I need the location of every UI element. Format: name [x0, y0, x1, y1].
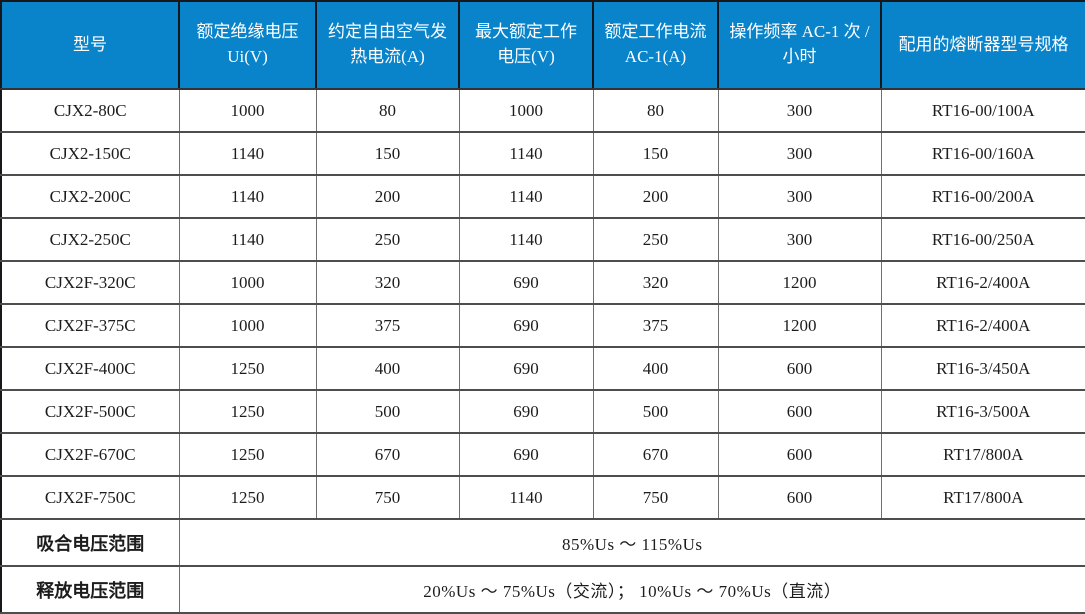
- cell-value: 80: [592, 88, 719, 133]
- cell-value: RT16-00/160A: [880, 131, 1085, 176]
- table-body: CJX2-80C 1000 80 1000 80 300 RT16-00/100A CJX2-…: [0, 88, 1085, 520]
- cell-value: 300: [717, 174, 882, 219]
- cell-value: 200: [315, 174, 460, 219]
- cell-value: RT16-2/400A: [880, 260, 1085, 305]
- footer-value-pickup-voltage: 85%Us ～ 115%Us: [178, 518, 1085, 567]
- cell-value: 670: [315, 432, 460, 477]
- col-header-rated-working-current: 额定工作电流 AC-1(A): [592, 1, 719, 90]
- cell-value: 250: [315, 217, 460, 262]
- table-row: CJX2-150C 1140 150 1140 150 300 RT16-00/160A: [0, 131, 1085, 176]
- table-row: CJX2F-375C 1000 375 690 375 1200 RT16-2/400A: [0, 303, 1085, 348]
- cell-value: 150: [315, 131, 460, 176]
- cell-value: 750: [592, 475, 719, 520]
- cell-model: CJX2-80C: [0, 88, 180, 133]
- footer-value-release-voltage: 20%Us ～ 75%Us（交流）； 10%Us ～ 70%Us（直流）: [178, 565, 1085, 614]
- footer-row-release-voltage: 释放电压范围 20%Us ～ 75%Us（交流）； 10%Us ～ 70%Us（…: [0, 565, 1085, 614]
- table-row: CJX2F-670C 1250 670 690 670 600 RT17/800A: [0, 432, 1085, 477]
- cell-value: 1140: [458, 131, 594, 176]
- cell-value: RT16-00/200A: [880, 174, 1085, 219]
- table-row: CJX2-200C 1140 200 1140 200 300 RT16-00/200A: [0, 174, 1085, 219]
- cell-value: RT16-00/250A: [880, 217, 1085, 262]
- cell-value: 250: [592, 217, 719, 262]
- cell-value: 300: [717, 131, 882, 176]
- cell-value: 300: [717, 217, 882, 262]
- cell-model: CJX2F-320C: [0, 260, 180, 305]
- cell-value: 80: [315, 88, 460, 133]
- cell-value: 750: [315, 475, 460, 520]
- cell-model: CJX2-150C: [0, 131, 180, 176]
- cell-value: 600: [717, 389, 882, 434]
- cell-value: 375: [315, 303, 460, 348]
- cell-value: RT16-3/500A: [880, 389, 1085, 434]
- cell-value: 670: [592, 432, 719, 477]
- cell-model: CJX2-200C: [0, 174, 180, 219]
- table-row: CJX2-80C 1000 80 1000 80 300 RT16-00/100A: [0, 88, 1085, 133]
- cell-value: 1250: [178, 346, 317, 391]
- table-header: 型号 额定绝缘电压 Ui(V) 约定自由空气发热电流(A) 最大额定工作电压(V…: [0, 1, 1085, 90]
- footer-label-pickup-voltage: 吸合电压范围: [0, 518, 180, 567]
- cell-value: 320: [592, 260, 719, 305]
- cell-value: 1250: [178, 432, 317, 477]
- table-footer: 吸合电压范围 85%Us ～ 115%Us 释放电压范围 20%Us ～ 75%…: [0, 518, 1085, 614]
- cell-value: 600: [717, 475, 882, 520]
- cell-model: CJX2F-500C: [0, 389, 180, 434]
- table-row: CJX2-250C 1140 250 1140 250 300 RT16-00/250A: [0, 217, 1085, 262]
- cell-value: RT16-00/100A: [880, 88, 1085, 133]
- col-header-conventional-thermal-current: 约定自由空气发热电流(A): [315, 1, 460, 90]
- table-row: CJX2F-500C 1250 500 690 500 600 RT16-3/500A: [0, 389, 1085, 434]
- col-header-fuse-spec: 配用的熔断器型号规格: [880, 1, 1085, 90]
- cell-value: 1140: [458, 174, 594, 219]
- cell-model: CJX2-250C: [0, 217, 180, 262]
- cell-value: 150: [592, 131, 719, 176]
- cell-value: 690: [458, 432, 594, 477]
- cell-value: 500: [592, 389, 719, 434]
- cell-value: 1140: [178, 131, 317, 176]
- cell-value: RT17/800A: [880, 475, 1085, 520]
- cell-value: 1200: [717, 260, 882, 305]
- cell-model: CJX2F-375C: [0, 303, 180, 348]
- cell-value: 200: [592, 174, 719, 219]
- footer-label-release-voltage: 释放电压范围: [0, 565, 180, 614]
- cell-value: 1140: [458, 217, 594, 262]
- header-row: 型号 额定绝缘电压 Ui(V) 约定自由空气发热电流(A) 最大额定工作电压(V…: [0, 1, 1085, 90]
- cell-value: 1250: [178, 389, 317, 434]
- cell-value: 600: [717, 432, 882, 477]
- cell-value: 1000: [178, 303, 317, 348]
- cell-value: 1140: [178, 217, 317, 262]
- cell-value: 690: [458, 260, 594, 305]
- table-row: CJX2F-400C 1250 400 690 400 600 RT16-3/450A: [0, 346, 1085, 391]
- cell-model: CJX2F-750C: [0, 475, 180, 520]
- cell-value: 300: [717, 88, 882, 133]
- col-header-max-working-voltage: 最大额定工作电压(V): [458, 1, 594, 90]
- cell-value: 320: [315, 260, 460, 305]
- cell-value: 1000: [178, 88, 317, 133]
- cell-model: CJX2F-400C: [0, 346, 180, 391]
- cell-value: 690: [458, 303, 594, 348]
- cell-value: 400: [592, 346, 719, 391]
- cell-value: 1140: [178, 174, 317, 219]
- cell-value: 1000: [458, 88, 594, 133]
- cell-value: RT17/800A: [880, 432, 1085, 477]
- table-row: CJX2F-320C 1000 320 690 320 1200 RT16-2/400A: [0, 260, 1085, 305]
- cell-value: 400: [315, 346, 460, 391]
- cell-value: 375: [592, 303, 719, 348]
- col-header-rated-insulation-voltage: 额定绝缘电压 Ui(V): [178, 1, 317, 90]
- cell-value: 690: [458, 346, 594, 391]
- cell-value: RT16-3/450A: [880, 346, 1085, 391]
- cell-value: RT16-2/400A: [880, 303, 1085, 348]
- footer-row-pickup-voltage: 吸合电压范围 85%Us ～ 115%Us: [0, 518, 1085, 567]
- cell-value: 1140: [458, 475, 594, 520]
- table-row: CJX2F-750C 1250 750 1140 750 600 RT17/800A: [0, 475, 1085, 520]
- cell-value: 690: [458, 389, 594, 434]
- col-header-operating-frequency: 操作频率 AC-1 次 / 小时: [717, 1, 882, 90]
- cell-value: 1200: [717, 303, 882, 348]
- cell-value: 1000: [178, 260, 317, 305]
- cell-model: CJX2F-670C: [0, 432, 180, 477]
- cell-value: 500: [315, 389, 460, 434]
- col-header-model: 型号: [0, 1, 180, 90]
- cell-value: 1250: [178, 475, 317, 520]
- cell-value: 600: [717, 346, 882, 391]
